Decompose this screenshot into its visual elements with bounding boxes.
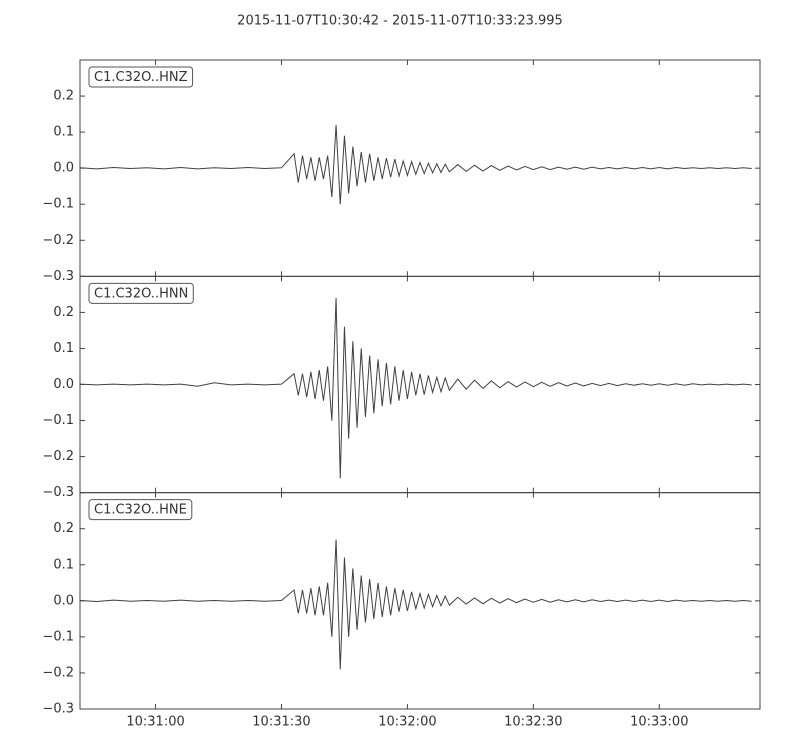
y-tick-label: −0.1 bbox=[42, 197, 74, 212]
y-tick-label: 0.2 bbox=[53, 89, 74, 104]
y-tick-label: 0.2 bbox=[53, 305, 74, 320]
y-tick-label: 0.1 bbox=[53, 125, 74, 140]
x-tick-label: 10:31:30 bbox=[252, 715, 310, 730]
y-tick-label: −0.1 bbox=[42, 413, 74, 428]
trace-label-box bbox=[88, 66, 194, 88]
chart-title: 2015-11-07T10:30:42 - 2015-11-07T10:33:2… bbox=[237, 14, 563, 29]
trace-label-box bbox=[88, 499, 193, 521]
trace-label: C1.C32O..HNZ bbox=[94, 70, 188, 85]
y-tick-label: 0.1 bbox=[53, 341, 74, 356]
x-tick-label: 10:31:00 bbox=[126, 715, 184, 730]
y-tick-label: 0.1 bbox=[53, 557, 74, 572]
y-tick-label: −0.3 bbox=[42, 269, 74, 284]
y-tick-label: −0.2 bbox=[42, 449, 74, 464]
y-tick-label: −0.2 bbox=[42, 233, 74, 248]
waveform bbox=[79, 124, 752, 205]
waveform bbox=[79, 539, 752, 670]
y-tick-label: 0.0 bbox=[53, 377, 74, 392]
trace-label: C1.C32O..HNN bbox=[94, 286, 188, 301]
y-tick-label: 0.2 bbox=[53, 521, 74, 536]
y-tick-label: −0.1 bbox=[42, 629, 74, 644]
y-tick-label: −0.3 bbox=[42, 702, 74, 717]
x-tick-label: 10:33:00 bbox=[630, 715, 688, 730]
trace-label-box bbox=[88, 282, 194, 304]
waveform bbox=[79, 297, 752, 479]
y-tick-label: 0.0 bbox=[53, 593, 74, 608]
y-tick-label: −0.3 bbox=[42, 485, 74, 500]
x-tick-label: 10:32:30 bbox=[504, 715, 562, 730]
x-tick-label: 10:32:00 bbox=[378, 715, 436, 730]
y-tick-label: −0.2 bbox=[42, 665, 74, 680]
y-tick-label: 0.0 bbox=[53, 161, 74, 176]
trace-label: C1.C32O..HNE bbox=[94, 503, 187, 518]
